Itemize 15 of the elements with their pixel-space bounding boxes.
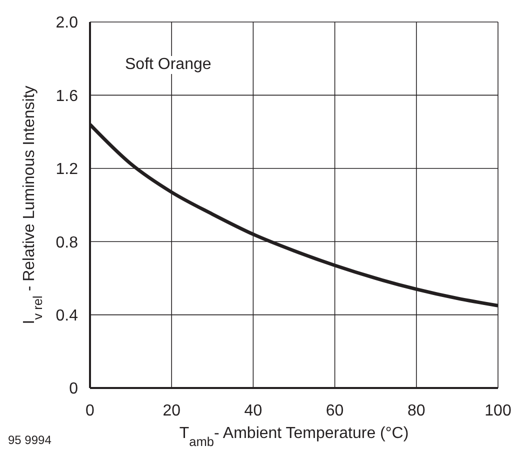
- text: 95 9994: [8, 433, 52, 447]
- x-tick-label: 40: [244, 402, 262, 420]
- x-tick-label: 20: [162, 402, 181, 420]
- y-tick-label: 2.0: [56, 14, 78, 32]
- y-tick-label: 0.8: [56, 234, 78, 252]
- y-tick-label: 1.6: [56, 88, 78, 105]
- x-tick-label: 100: [484, 402, 512, 420]
- y-tick-label: 1.2: [56, 161, 78, 178]
- x-tick-label: 80: [408, 402, 426, 420]
- x-tick-label: 60: [326, 402, 344, 420]
- annotation: Soft Orange: [122, 56, 214, 74]
- x-axis-title: T$_{amb}$- Ambient Temperature (°C): [179, 425, 409, 448]
- y-tick-label: 0.4: [56, 307, 78, 324]
- x-tick-label: 0: [86, 402, 95, 420]
- y-tick-label: 0: [69, 380, 78, 398]
